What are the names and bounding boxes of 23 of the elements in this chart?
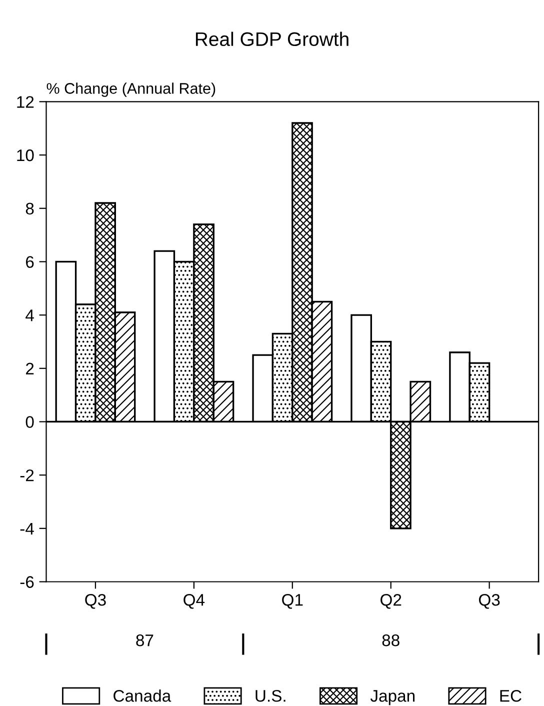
y-tick-label: -6 bbox=[20, 576, 34, 588]
y-tick-label: 2 bbox=[26, 362, 34, 374]
x-tick-label: Q1 bbox=[282, 594, 303, 609]
x-tick-label: Q2 bbox=[380, 594, 402, 609]
y-tick-label: 0 bbox=[26, 416, 34, 428]
y-tick-label: -2 bbox=[20, 469, 34, 482]
legend-label: U.S. bbox=[256, 690, 286, 702]
legend-label: EC bbox=[500, 690, 522, 702]
y-tick-label: 10 bbox=[17, 149, 34, 162]
y-tick-label: -4 bbox=[20, 522, 34, 534]
text: 87 bbox=[136, 634, 154, 646]
y-tick-label: 4 bbox=[26, 310, 34, 322]
x-tick-label: Q3 bbox=[479, 594, 500, 609]
x-tick-label: Q3 bbox=[85, 594, 106, 609]
y-tick-label: 8 bbox=[26, 202, 34, 215]
y-axis-title: % Change (Annual Rate) bbox=[46, 82, 216, 97]
legend-label: Canada bbox=[114, 690, 172, 702]
text: 88 bbox=[382, 634, 400, 646]
chart-title: Real GDP Growth bbox=[196, 32, 348, 46]
legend-label: Japan bbox=[370, 690, 415, 706]
x-tick-label: Q4 bbox=[184, 594, 205, 609]
y-tick-label: 12 bbox=[17, 96, 34, 108]
y-tick-label: 6 bbox=[26, 256, 34, 268]
